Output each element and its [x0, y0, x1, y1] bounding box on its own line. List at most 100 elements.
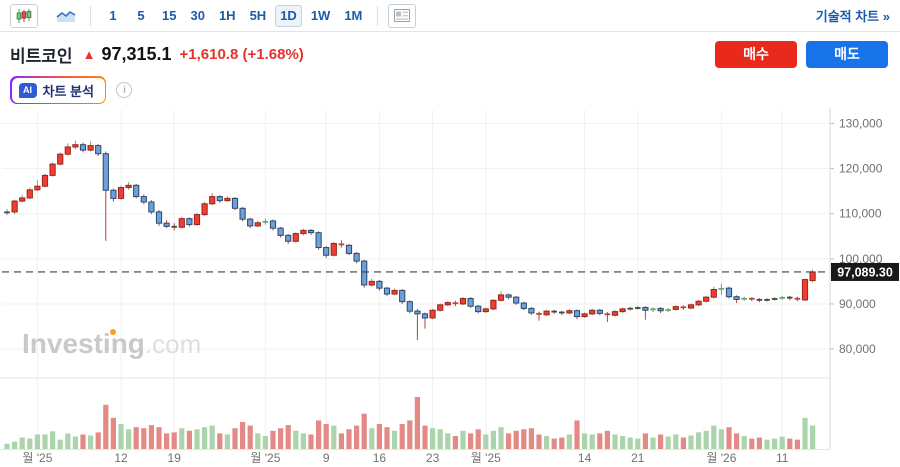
volume-bar: [232, 428, 238, 449]
volume-bar: [95, 432, 101, 449]
time-axis-label: 19: [168, 451, 182, 465]
candle-body: [140, 196, 147, 203]
volume-bar: [544, 436, 550, 449]
volume-bar: [88, 435, 94, 449]
candle-body: [376, 280, 383, 289]
timeframe-group: 1 5 15 30 1H 5H 1D 1W 1M: [101, 4, 367, 27]
candle-body: [421, 313, 429, 319]
volume-bar: [711, 425, 717, 449]
candle-body: [110, 189, 117, 199]
news-panel-button[interactable]: [388, 3, 417, 28]
last-price-badge: [831, 262, 899, 281]
time-axis-label: 23: [426, 451, 440, 465]
candle-body: [710, 289, 717, 298]
ai-badge-icon: AI: [18, 82, 37, 98]
volume-bar: [247, 425, 253, 449]
candle-body: [231, 197, 239, 209]
volume-bar: [133, 427, 139, 449]
volume-bar: [779, 436, 785, 449]
ai-chart-analysis-button[interactable]: AI 차트 분석: [10, 76, 107, 104]
technical-chart-link[interactable]: 기술적 차트 »: [815, 9, 890, 24]
candle-body: [490, 299, 497, 310]
candle-body: [216, 196, 223, 202]
candle-body: [72, 144, 79, 148]
volume-bar: [384, 427, 390, 449]
chart-toolbar: 1 5 15 30 1H 5H 1D 1W 1M 기술적 차트 »: [0, 0, 900, 32]
volume-bar: [361, 413, 367, 449]
volume-bar: [749, 438, 755, 449]
volume-bar: [224, 434, 230, 449]
volume-bar: [452, 436, 458, 449]
chart-axes: 130,000 120,000 110,000 100,000 90,000 80,000…: [0, 108, 883, 465]
volume-bar: [483, 434, 489, 449]
volume-bar: [57, 439, 63, 449]
timeframe-1[interactable]: 1: [109, 8, 117, 23]
volume-bar: [217, 433, 223, 449]
volume-bar: [445, 433, 451, 449]
candle-body: [596, 309, 603, 314]
buy-button[interactable]: 매수: [715, 40, 797, 68]
timeframe-1m[interactable]: 1M: [344, 8, 363, 23]
info-icon[interactable]: i: [116, 82, 133, 98]
candle-body: [19, 197, 26, 202]
candle-body: [801, 279, 809, 301]
candle-body: [26, 189, 33, 199]
area-chart-button[interactable]: [52, 3, 80, 28]
candlestick-series: [4, 140, 816, 341]
timeframe-1d[interactable]: 1D: [275, 4, 302, 27]
volume-bar: [582, 433, 588, 449]
volume-bar: [468, 433, 474, 449]
chart-canvas[interactable]: 130,000 120,000 110,000 100,000 90,000 80,000…: [0, 108, 900, 467]
candle-body: [209, 196, 216, 205]
candle-body: [239, 207, 246, 220]
timeframe-5h[interactable]: 5H: [249, 8, 267, 23]
volume-bar: [376, 424, 382, 449]
candle-body: [361, 260, 368, 286]
volume-bar: [72, 436, 78, 449]
candle-body: [125, 184, 132, 189]
volume-bar: [475, 429, 481, 449]
candlestick-chart-button[interactable]: [10, 3, 38, 28]
candle-body: [285, 234, 292, 242]
candle-body: [459, 298, 467, 305]
candle-body: [330, 242, 337, 256]
volume-bar: [300, 433, 306, 449]
volume-bar: [164, 433, 170, 449]
candle-body: [102, 153, 109, 191]
price-axis-label: 80,000: [839, 342, 876, 356]
volume-bar: [202, 427, 208, 449]
candle-body: [497, 294, 505, 301]
timeframe-1h[interactable]: 1H: [218, 8, 236, 23]
volume-bar: [536, 434, 542, 449]
volume-bar: [513, 430, 519, 449]
volume-bar: [240, 421, 246, 449]
timeframe-15[interactable]: 15: [162, 8, 177, 23]
candle-body: [201, 203, 208, 216]
timeframe-1w[interactable]: 1W: [310, 8, 331, 23]
volume-bar: [620, 436, 626, 449]
volume-bar: [718, 429, 724, 449]
volume-bar: [34, 434, 40, 449]
volume-bar: [794, 439, 800, 449]
candle-body: [444, 302, 451, 306]
timeframe-30[interactable]: 30: [190, 8, 205, 23]
price-axis-label: 110,000: [839, 207, 882, 221]
trade-buttons: 매수 매도: [715, 40, 888, 68]
timeframe-5[interactable]: 5: [137, 8, 145, 23]
time-axis-label: 월 '25: [22, 451, 52, 465]
candle-body: [247, 218, 254, 227]
candle-body: [148, 201, 155, 213]
price-axis-label: 90,000: [839, 297, 876, 311]
sell-button[interactable]: 매도: [806, 40, 888, 68]
candle-body: [155, 211, 163, 224]
volume-bar: [787, 438, 793, 449]
candle-body: [733, 296, 740, 300]
chart-grid: [2, 110, 830, 449]
candle-body: [95, 145, 102, 155]
time-axis-label: 21: [631, 451, 645, 465]
candle-body: [725, 287, 733, 298]
candle-body: [133, 184, 140, 198]
volume-bar: [285, 425, 291, 449]
volume-bar: [741, 436, 747, 449]
up-arrow-icon: ▲: [82, 46, 96, 62]
